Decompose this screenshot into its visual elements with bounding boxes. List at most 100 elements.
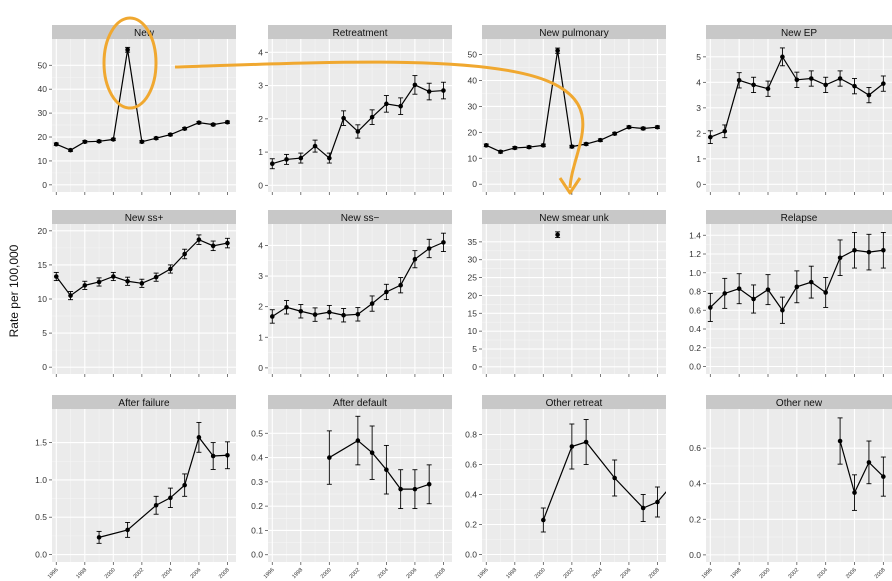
data-point xyxy=(808,76,814,81)
series-group xyxy=(96,421,230,544)
y-tick-label: 20 xyxy=(468,127,478,137)
panel-new-ss-: New ss− 0 1 2 3 4 xyxy=(258,210,452,377)
data-point xyxy=(655,499,660,505)
panel-title: New EP xyxy=(781,28,817,39)
y-tick-label: 0.4 xyxy=(689,324,701,334)
data-point xyxy=(837,438,843,444)
y-tick-label: 0.2 xyxy=(251,501,263,511)
data-point xyxy=(866,92,872,98)
data-point xyxy=(412,82,418,88)
data-point xyxy=(182,482,187,488)
panel-strip xyxy=(268,395,452,409)
panel-background xyxy=(52,39,236,192)
data-point xyxy=(210,243,216,249)
panel-strip xyxy=(482,210,666,224)
data-point xyxy=(526,144,532,150)
data-point xyxy=(384,101,389,107)
data-point xyxy=(722,291,728,296)
series-group xyxy=(53,46,230,153)
y-tick-label: 1.0 xyxy=(35,475,47,485)
data-point xyxy=(269,314,275,319)
x-tick-label: 1998 xyxy=(505,567,518,580)
panel-title: After default xyxy=(333,398,387,409)
series-group xyxy=(707,47,886,145)
data-point xyxy=(780,54,785,60)
data-point xyxy=(398,103,403,109)
panel-title: Relapse xyxy=(781,213,818,224)
x-tick-label: 1998 xyxy=(75,567,88,580)
panel-background xyxy=(52,409,236,562)
y-tick-label: 0.2 xyxy=(689,514,701,524)
y-tick-label: 3 xyxy=(258,81,263,91)
data-point xyxy=(398,486,403,492)
data-point xyxy=(82,283,88,288)
panel-background xyxy=(706,39,892,192)
y-tick-label: 0.8 xyxy=(689,287,701,297)
data-point xyxy=(68,293,73,298)
data-point xyxy=(369,450,375,456)
y-tick-label: 20 xyxy=(38,132,48,142)
panel-new-ss-: New ss+ 0 5 10 15 20 xyxy=(38,210,236,377)
y-tick-label: 0.2 xyxy=(465,520,477,530)
x-tick-label: 2004 xyxy=(377,567,390,580)
x-tick-label: 2006 xyxy=(189,567,202,580)
y-tick-label: 1.2 xyxy=(689,249,701,259)
panel-background xyxy=(706,409,892,562)
data-point xyxy=(111,274,116,279)
x-tick-label: 1996 xyxy=(701,567,714,580)
y-tick-label: 0.0 xyxy=(689,362,701,372)
data-point xyxy=(139,139,145,145)
x-tick-label: 1996 xyxy=(263,567,276,580)
data-point xyxy=(583,141,589,147)
data-point xyxy=(765,287,771,292)
data-point xyxy=(765,86,771,92)
panel-strip xyxy=(482,25,666,39)
data-point xyxy=(441,88,446,93)
x-tick-label: 2006 xyxy=(405,567,418,580)
panel-strip xyxy=(706,395,892,409)
data-point xyxy=(412,486,418,492)
data-point xyxy=(312,143,318,149)
y-tick-label: 20 xyxy=(38,226,48,236)
y-tick-label: 0.5 xyxy=(251,428,263,438)
y-tick-label: 0.0 xyxy=(35,550,47,560)
highlight-arrowhead xyxy=(558,177,582,195)
data-point xyxy=(751,82,756,88)
x-tick-label: 1996 xyxy=(47,567,60,580)
series-group xyxy=(540,419,674,533)
data-point xyxy=(708,134,713,140)
panel-title: New ss+ xyxy=(125,213,164,224)
data-point xyxy=(312,312,318,317)
panel-background xyxy=(482,409,666,562)
data-point xyxy=(412,256,418,262)
x-tick-label: 2008 xyxy=(218,567,231,580)
data-point xyxy=(327,455,332,460)
y-tick-label: 10 xyxy=(468,326,478,336)
series-group xyxy=(555,231,561,239)
x-tick-label: 1998 xyxy=(291,567,304,580)
data-point xyxy=(837,255,843,261)
data-point xyxy=(139,281,145,286)
data-point xyxy=(53,274,59,279)
data-point xyxy=(569,444,575,449)
series-line xyxy=(839,440,884,495)
data-point xyxy=(512,145,518,151)
data-point xyxy=(669,483,674,488)
y-tick-label: 5 xyxy=(42,328,47,338)
x-tick-label: 2002 xyxy=(562,567,575,580)
data-point xyxy=(298,155,304,161)
highlight-arrow xyxy=(174,60,585,189)
y-tick-label: 0 xyxy=(42,362,47,372)
x-tick-label: 2002 xyxy=(787,567,800,580)
data-point xyxy=(384,289,389,295)
data-point xyxy=(53,141,59,147)
data-point xyxy=(498,149,503,155)
data-point xyxy=(426,89,432,94)
y-tick-label: 4 xyxy=(696,77,701,87)
y-tick-label: 0.6 xyxy=(689,305,701,315)
data-point xyxy=(541,517,546,523)
y-tick-label: 0.3 xyxy=(251,477,263,487)
data-point xyxy=(153,502,159,508)
data-point xyxy=(341,115,346,121)
x-tick-label: 2000 xyxy=(534,567,547,580)
